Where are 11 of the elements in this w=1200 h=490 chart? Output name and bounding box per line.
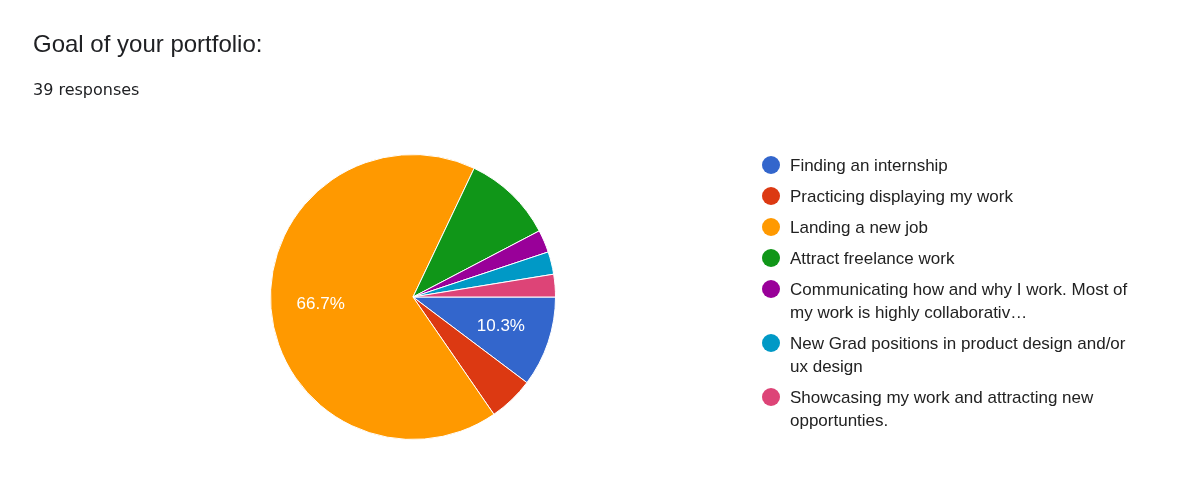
legend-label: Attract freelance work: [790, 248, 955, 270]
legend-label: New Grad positions in product design and/or ux design: [790, 333, 1127, 378]
text: 39 responses: [33, 80, 140, 99]
data-label: 10.3%: [476, 316, 525, 336]
legend-label: Landing a new job: [790, 217, 929, 239]
legend-label: Showcasing my work and attracting new opportunties.: [790, 387, 1095, 432]
legend-label: Communicating how and why I work. Most of my work is highly collaborativ…: [790, 279, 1129, 324]
legend-label: Finding an internship: [790, 155, 948, 177]
legend-label: Practicing displaying my work: [790, 186, 1013, 208]
data-label: 66.7%: [296, 294, 345, 314]
chart-title: Goal of your portfolio:: [33, 30, 263, 58]
